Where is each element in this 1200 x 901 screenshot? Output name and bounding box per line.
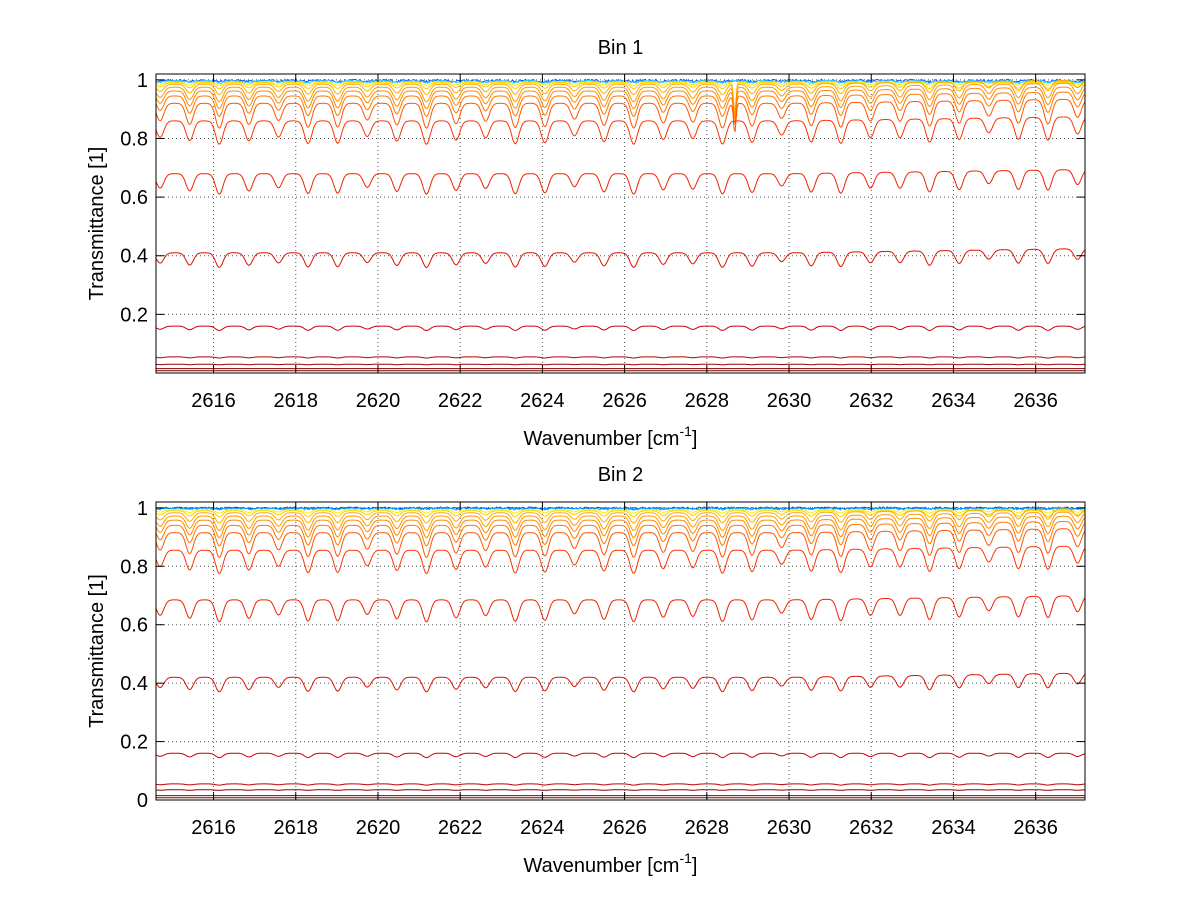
series-line	[156, 521, 1085, 547]
series-line	[156, 363, 1085, 366]
series-line	[156, 79, 1085, 85]
x-tick-label: 2624	[520, 817, 565, 839]
x-tick-label: 2626	[602, 817, 647, 839]
axes-box	[155, 73, 1086, 374]
x-tick-label: 2632	[849, 390, 894, 412]
series-line	[156, 86, 1085, 120]
x-tick-label: 2636	[1013, 390, 1058, 412]
subplot-1: 2616 2618 2620 2622 2624 2626 2628 2630 2632 2634…	[86, 37, 1086, 450]
x-tick-label: 2636	[1013, 817, 1058, 839]
y-tick-label: 0.6	[120, 615, 148, 637]
series-line	[156, 789, 1085, 791]
x-tick-label: 2630	[767, 817, 812, 839]
series-line	[156, 508, 1085, 524]
x-tick-label: 2626	[602, 390, 647, 412]
y-tick-label: 0.8	[120, 556, 148, 578]
series-line	[156, 545, 1085, 575]
series-line	[156, 511, 1085, 532]
series-group	[156, 506, 1085, 799]
y-axis-label: Transmittance [1]	[86, 574, 108, 728]
x-tick-label: 2634	[931, 390, 976, 412]
x-axis-label: Wavenumber [cm-1]	[524, 850, 698, 877]
series-line	[156, 248, 1085, 269]
axes-box	[155, 501, 1086, 801]
series-line	[156, 325, 1085, 332]
x-axis-label: Wavenumber [cm-1]	[524, 423, 698, 450]
x-tick-label: 2624	[520, 390, 565, 412]
series-line	[156, 169, 1085, 195]
series-line	[156, 79, 1085, 113]
x-tick-label: 2628	[685, 817, 730, 839]
series-line	[156, 515, 1085, 539]
y-tick-label: 0.4	[120, 673, 148, 695]
series-line	[156, 595, 1085, 623]
y-tick-label: 0.2	[120, 732, 148, 754]
x-tick-label: 2622	[438, 817, 483, 839]
y-tick-label: 0.2	[120, 304, 148, 326]
series-line	[156, 116, 1085, 145]
x-tick-label: 2618	[274, 390, 319, 412]
x-tick-label: 2634	[931, 817, 976, 839]
series-group	[156, 78, 1085, 372]
series-line	[156, 509, 1085, 514]
x-tick-label: 2620	[356, 817, 401, 839]
y-axis-label: Transmittance [1]	[86, 147, 108, 301]
y-tick-label: 0.8	[120, 128, 148, 150]
series-line	[156, 81, 1085, 111]
chart-title: Bin 1	[598, 37, 644, 59]
series-line	[156, 752, 1085, 759]
series-line	[156, 510, 1085, 518]
x-tick-label: 2616	[191, 817, 236, 839]
plot-area	[156, 74, 1085, 373]
x-tick-label: 2632	[849, 817, 894, 839]
x-tick-label: 2622	[438, 390, 483, 412]
series-line	[156, 672, 1085, 693]
y-tick-label: 0	[137, 790, 148, 812]
y-tick-label: 1	[137, 70, 148, 92]
x-tick-label: 2618	[274, 817, 319, 839]
x-tick-label: 2620	[356, 390, 401, 412]
x-tick-label: 2630	[767, 390, 812, 412]
y-tick-label: 0.4	[120, 246, 148, 268]
series-line	[156, 783, 1085, 786]
y-tick-label: 0.6	[120, 187, 148, 209]
series-line	[156, 98, 1085, 132]
x-tick-label: 2616	[191, 390, 236, 412]
chart-title: Bin 2	[598, 464, 644, 486]
series-line	[156, 82, 1085, 116]
series-line	[156, 91, 1085, 125]
series-line	[156, 356, 1085, 359]
series-line	[156, 528, 1085, 559]
y-tick-label: 1	[137, 498, 148, 520]
series-line	[156, 82, 1085, 112]
subplot-2: 2616 2618 2620 2622 2624 2626 2628 2630 2632 2634…	[86, 464, 1086, 877]
series-line	[156, 506, 1085, 512]
x-tick-label: 2628	[685, 390, 730, 412]
